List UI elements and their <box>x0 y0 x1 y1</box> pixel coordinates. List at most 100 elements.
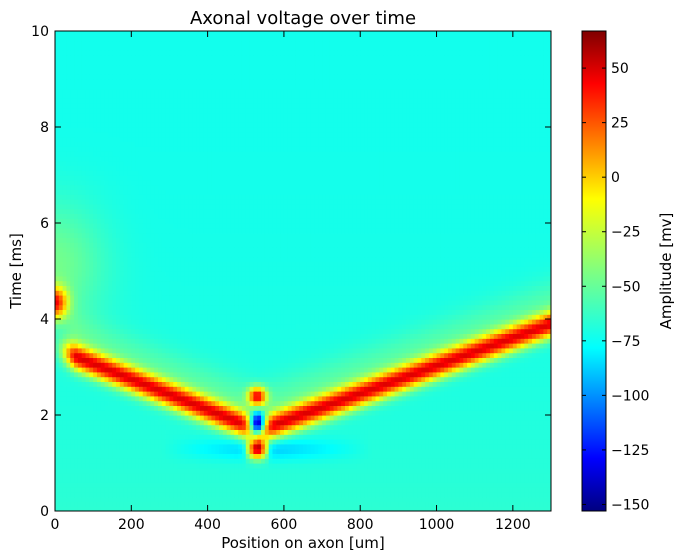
heatmap-cell <box>390 443 396 450</box>
heatmap-cell <box>222 506 228 511</box>
heatmap-cell <box>436 343 441 349</box>
heatmap-cell <box>135 323 140 330</box>
heatmap-cell <box>100 371 106 378</box>
heatmap-cell <box>356 338 361 344</box>
heatmap-cell <box>310 328 316 334</box>
heatmap-cell <box>131 463 136 469</box>
heatmap-cell <box>364 333 369 339</box>
heatmap-cell <box>177 333 182 339</box>
heatmap-cell <box>123 357 129 363</box>
heatmap-cell <box>344 443 350 450</box>
heatmap-cell <box>444 357 449 363</box>
heatmap-cell <box>264 472 270 478</box>
heatmap-cell <box>486 400 491 406</box>
heatmap-cell <box>74 439 79 445</box>
heatmap-cell <box>371 391 377 397</box>
heatmap-cell <box>66 472 71 478</box>
heatmap-cell <box>337 415 342 421</box>
heatmap-cell <box>272 506 277 511</box>
heatmap-cell <box>142 491 148 498</box>
heatmap-cell <box>318 477 323 483</box>
heatmap-cell <box>62 453 68 459</box>
heatmap-cell <box>447 496 453 502</box>
heatmap-cell <box>295 328 300 334</box>
heatmap-cell <box>444 429 449 435</box>
heatmap-cell <box>66 482 71 488</box>
heatmap-cell <box>283 463 289 469</box>
heatmap-cell <box>447 472 453 478</box>
heatmap-cell <box>96 443 102 450</box>
heatmap-cell <box>226 443 232 450</box>
heatmap-cell <box>108 439 113 445</box>
heatmap-cell <box>85 501 90 507</box>
heatmap-cell <box>505 501 510 507</box>
heatmap-cell <box>398 391 403 397</box>
heatmap-cell <box>417 357 422 363</box>
heatmap-cell <box>531 400 537 406</box>
heatmap-cell <box>356 487 361 493</box>
heatmap-cell <box>447 463 453 469</box>
heatmap-cell <box>131 439 136 445</box>
heatmap-cell <box>417 501 422 507</box>
heatmap-cell <box>184 357 190 363</box>
heatmap-cell <box>249 477 254 483</box>
heatmap-cell <box>215 391 220 397</box>
heatmap-cell <box>119 338 125 344</box>
heatmap-cell <box>196 381 201 387</box>
heatmap-cell <box>470 343 476 349</box>
heatmap-cell <box>135 419 140 426</box>
heatmap-cell <box>516 357 522 363</box>
heatmap-cell <box>337 367 342 373</box>
heatmap-cell <box>505 410 510 416</box>
heatmap-cell <box>360 501 365 507</box>
heatmap-cell <box>203 347 209 354</box>
heatmap-cell <box>367 467 373 474</box>
heatmap-cell <box>222 333 228 339</box>
heatmap-cell <box>215 443 220 450</box>
heatmap-cell <box>192 424 197 430</box>
heatmap-cell <box>417 443 422 450</box>
heatmap-cell <box>81 410 87 416</box>
heatmap-cell <box>547 343 551 349</box>
heatmap-cell <box>474 338 480 344</box>
heatmap-cell <box>402 458 407 464</box>
heatmap-cell <box>104 448 110 454</box>
heatmap-cell <box>406 482 411 488</box>
heatmap-cell <box>165 496 171 502</box>
heatmap-cell <box>257 439 262 445</box>
heatmap-cell <box>219 415 224 421</box>
heatmap-cell <box>81 496 87 502</box>
heatmap-cell <box>318 371 323 378</box>
heatmap-cell <box>112 458 117 464</box>
heatmap-cell <box>199 443 205 450</box>
heatmap-cell <box>66 400 71 406</box>
heatmap-cell <box>291 501 296 507</box>
heatmap-cell <box>329 458 335 464</box>
heatmap-cell <box>493 347 499 354</box>
heatmap-cell <box>348 357 354 363</box>
heatmap-cell <box>367 410 373 416</box>
heatmap-cell <box>222 467 228 474</box>
heatmap-cell <box>203 381 209 387</box>
heatmap-cell <box>440 391 445 397</box>
heatmap-cell <box>360 343 365 349</box>
heatmap-cell <box>81 443 87 450</box>
heatmap-cell <box>539 491 544 498</box>
heatmap-cell <box>219 487 224 493</box>
heatmap-cell <box>245 362 251 368</box>
heatmap-cell <box>55 496 60 502</box>
heatmap-cell <box>249 410 254 416</box>
heatmap-cell <box>322 391 327 397</box>
heatmap-cell <box>432 419 438 426</box>
heatmap-cell <box>337 352 342 358</box>
heatmap-cell <box>535 357 541 363</box>
heatmap-cell <box>230 347 235 354</box>
heatmap-cell <box>74 400 79 406</box>
heatmap-cell <box>352 482 358 488</box>
heatmap-cell <box>543 415 548 421</box>
heatmap-cell <box>158 367 163 373</box>
heatmap-cell <box>436 434 441 440</box>
heatmap-cell <box>96 328 102 334</box>
heatmap-cell <box>299 415 304 421</box>
heatmap-cell <box>112 323 117 330</box>
